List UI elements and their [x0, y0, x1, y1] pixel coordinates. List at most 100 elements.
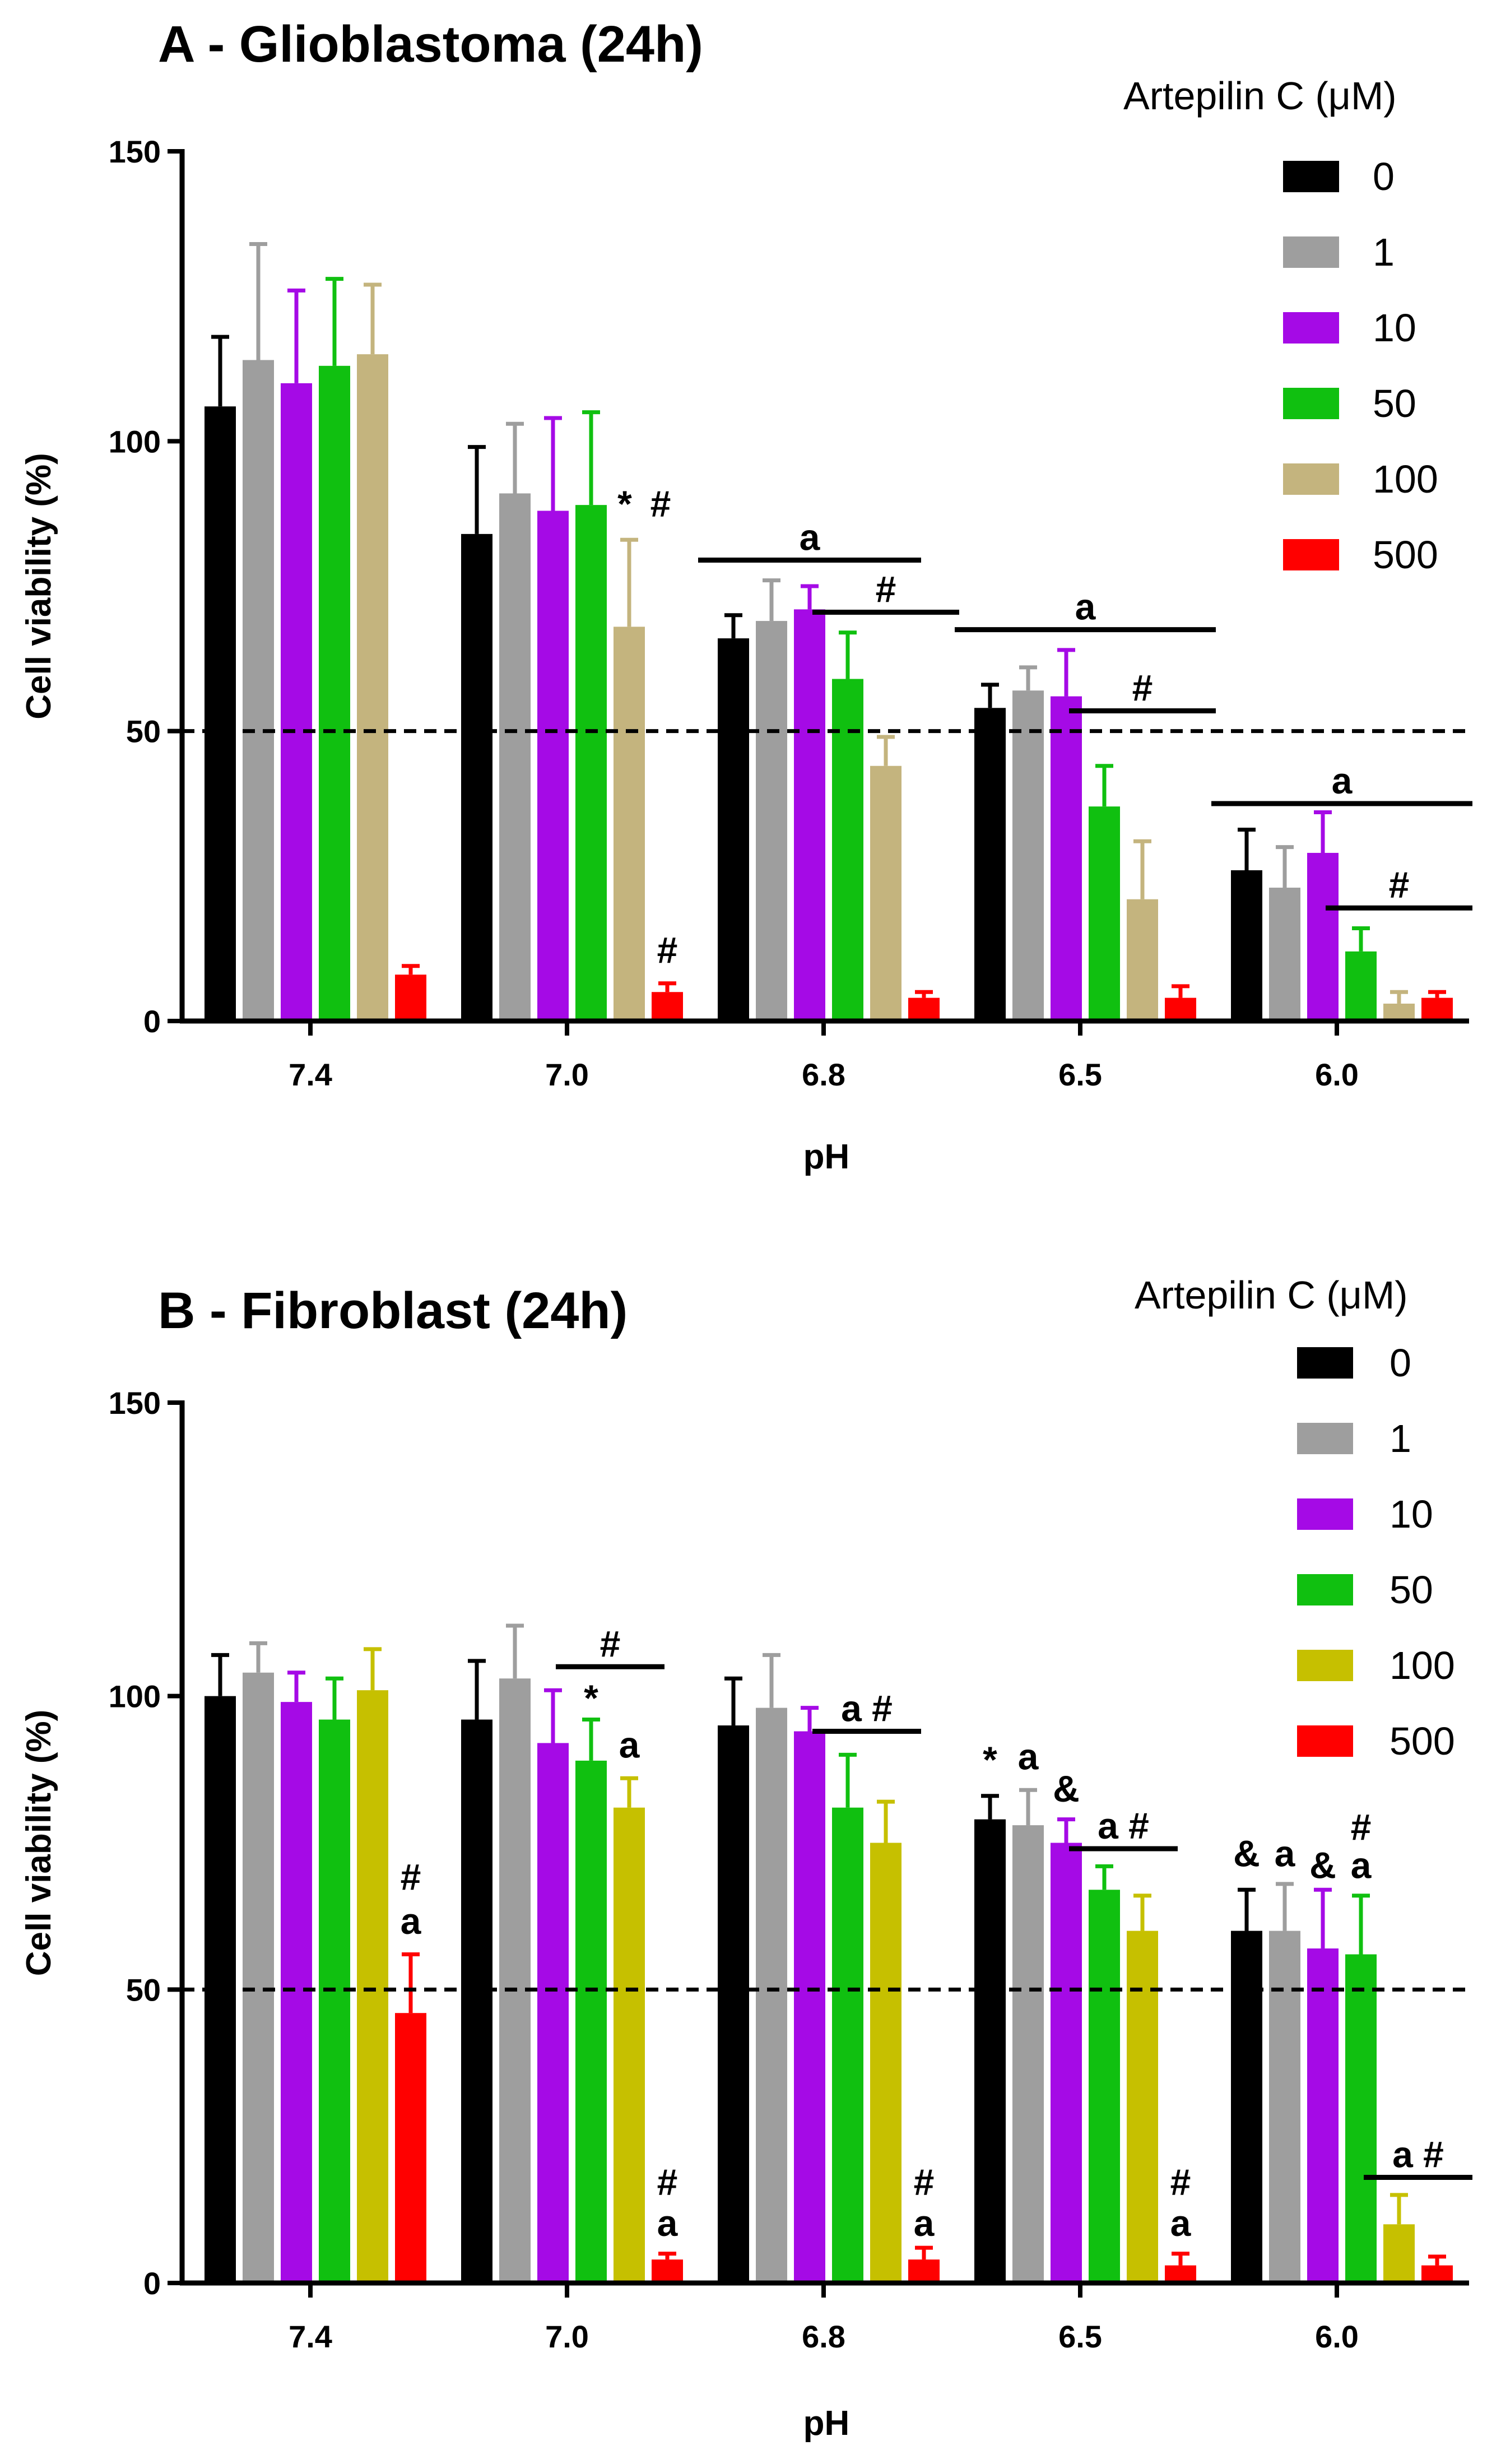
- chart-title: A - Glioblastoma (24h): [158, 16, 703, 73]
- significance-label: a #: [841, 1688, 893, 1729]
- bar: [1012, 1825, 1044, 2283]
- significance-label: #: [657, 930, 678, 971]
- bar: [908, 997, 940, 1021]
- legend-swatch: [1297, 1725, 1353, 1757]
- bar: [1345, 1954, 1377, 2283]
- chart-marks: 0 50 100 150 7.4 7.0 6.8 6.5 6.0 0 1 10 50 100 500 * # # a…: [109, 134, 1472, 1092]
- bar: [357, 354, 388, 1022]
- bar: [319, 1719, 350, 2283]
- legend-swatch: [1297, 1574, 1353, 1605]
- chart-title: B - Fibroblast (24h): [158, 1282, 628, 1339]
- x-tick-label: 6.5: [1058, 2319, 1102, 2354]
- y-axis-label: Cell viability (%): [20, 1710, 58, 1976]
- x-tick-label: 7.0: [545, 2319, 589, 2354]
- significance-label: a: [619, 1724, 640, 1766]
- significance-label: #: [657, 2161, 678, 2203]
- legend-label: 50: [1373, 382, 1416, 425]
- x-axis-label: pH: [803, 1138, 850, 1176]
- y-axis-label: Cell viability (%): [20, 453, 58, 719]
- y-tick-label: 100: [109, 424, 161, 459]
- y-tick-label: 150: [109, 134, 161, 169]
- bar: [794, 1731, 825, 2283]
- bar: [832, 1807, 863, 2283]
- bar: [1383, 1003, 1415, 1021]
- legend-label: 0: [1373, 155, 1395, 198]
- bar: [1307, 852, 1339, 1021]
- significance-label: a: [914, 2202, 935, 2244]
- bar: [614, 627, 645, 1021]
- bar: [974, 708, 1006, 1021]
- x-tick-label: 6.8: [802, 1057, 845, 1092]
- x-tick-label: 7.4: [289, 1057, 332, 1092]
- legend-swatch: [1297, 1347, 1353, 1379]
- bar: [1345, 951, 1377, 1021]
- significance-label: #: [1389, 864, 1410, 906]
- bar: [357, 1690, 388, 2283]
- legend-swatch: [1297, 1498, 1353, 1530]
- x-tick-label: 7.4: [289, 2319, 332, 2354]
- legend-swatch: [1283, 236, 1339, 268]
- legend-swatch: [1297, 1423, 1353, 1454]
- significance-label: &: [1309, 1844, 1336, 1886]
- bar: [1269, 1931, 1300, 2283]
- bar: [243, 1672, 274, 2283]
- significance-label: &: [1233, 1832, 1260, 1874]
- legend-label: 500: [1373, 533, 1438, 577]
- x-tick-label: 7.0: [545, 1057, 589, 1092]
- y-tick-label: 50: [126, 714, 161, 749]
- bar: [1165, 2265, 1196, 2283]
- significance-label: a: [1351, 1844, 1372, 1886]
- y-tick-label: 150: [109, 1385, 161, 1421]
- significance-label: a: [401, 1900, 422, 1942]
- bar: [243, 360, 274, 1021]
- bar: [575, 1760, 607, 2283]
- legend-label: 10: [1373, 306, 1416, 350]
- significance-label: *: [983, 1739, 997, 1780]
- bar: [205, 406, 236, 1021]
- significance-label: #: [914, 2161, 935, 2203]
- significance-label: #: [650, 483, 671, 525]
- bar: [614, 1807, 645, 2283]
- y-tick-label: 0: [143, 2266, 161, 2301]
- bar: [499, 1678, 531, 2283]
- bar: [395, 2013, 426, 2283]
- significance-label: #: [1351, 1806, 1372, 1848]
- bar: [281, 1702, 312, 2283]
- bar: [908, 2259, 940, 2283]
- bar: [461, 533, 492, 1021]
- bar: [1051, 1843, 1082, 2283]
- legend-label: 1: [1373, 230, 1395, 274]
- significance-label: a: [800, 516, 821, 558]
- bar: [1307, 1948, 1339, 2283]
- bar: [756, 621, 787, 1021]
- bar: [974, 1819, 1006, 2283]
- significance-label: a: [1018, 1736, 1039, 1778]
- significance-label: #: [1132, 667, 1153, 708]
- significance-label: &: [1053, 1768, 1080, 1809]
- bar: [1421, 2265, 1453, 2283]
- legend-title: Artepilin C (μM): [1123, 74, 1397, 118]
- bar: [718, 638, 749, 1021]
- bar: [870, 1843, 901, 2283]
- bar: [718, 1725, 749, 2283]
- significance-label: #: [876, 569, 896, 610]
- significance-label: a: [1075, 586, 1096, 628]
- legend-swatch: [1283, 463, 1339, 495]
- significance-label: a: [1275, 1832, 1296, 1874]
- bar: [652, 2259, 683, 2283]
- bar: [1421, 997, 1453, 1021]
- bar: [1165, 997, 1196, 1021]
- bar: [870, 765, 901, 1021]
- significance-label: a #: [1098, 1805, 1149, 1846]
- panel-a-glioblastoma: A - Glioblastoma (24h) Cell viability (%…: [20, 16, 1472, 1176]
- y-tick-label: 50: [126, 1972, 161, 2007]
- legend-swatch: [1283, 388, 1339, 419]
- panel-b-fibroblast: B - Fibroblast (24h) Cell viability (%) …: [20, 1273, 1472, 2443]
- legend-label: 10: [1390, 1492, 1433, 1536]
- bar: [1127, 899, 1158, 1021]
- x-tick-label: 6.0: [1315, 2319, 1359, 2354]
- bar: [1231, 1931, 1262, 2283]
- bar: [461, 1719, 492, 2283]
- significance-label: a: [657, 2202, 679, 2244]
